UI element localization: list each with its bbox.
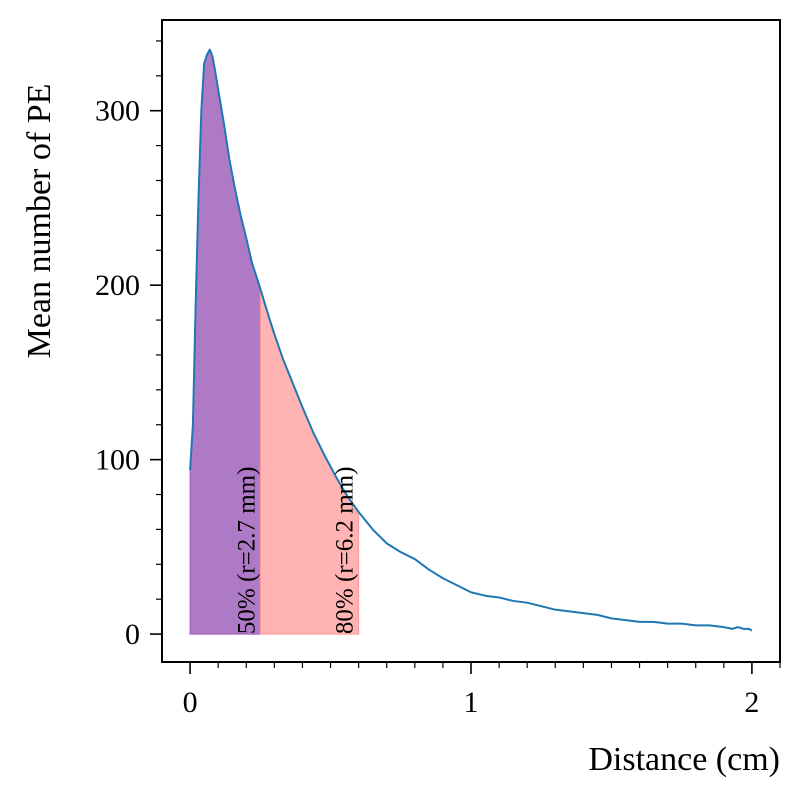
region-label-1: 50% (r=2.7 mm)	[233, 467, 260, 635]
region-label-2: 80% (r=6.2 mm)	[332, 467, 359, 635]
y-tick-label: 300	[95, 95, 140, 128]
x-tick-label: 0	[183, 686, 198, 719]
x-tick-label: 2	[744, 686, 759, 719]
y-tick-label: 0	[125, 618, 140, 651]
series-lines	[189, 48, 753, 632]
x-tick-label: 1	[464, 686, 479, 719]
y-tick-label: 200	[95, 269, 140, 302]
series-line	[189, 48, 753, 632]
y-axis-label: Mean number of PE	[21, 84, 58, 359]
region-annotations: 50% (r=2.7 mm) 80% (r=6.2 mm)	[233, 467, 358, 635]
y-tick-label: 100	[95, 444, 140, 477]
x-axis-label: Distance (cm)	[588, 741, 780, 778]
axis-ticks: 0 1 2 0 100 200 300	[95, 40, 781, 719]
